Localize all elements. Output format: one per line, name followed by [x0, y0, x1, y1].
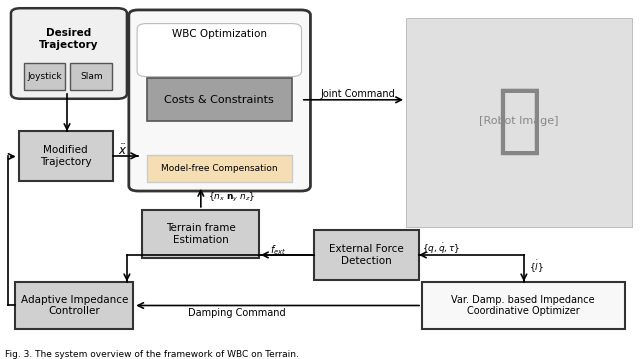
Text: Damping Command: Damping Command — [188, 308, 286, 318]
FancyBboxPatch shape — [15, 281, 133, 330]
FancyBboxPatch shape — [19, 131, 113, 181]
FancyBboxPatch shape — [406, 18, 632, 227]
Text: $\{q,\dot{q},\tau\}$: $\{q,\dot{q},\tau\}$ — [422, 242, 460, 256]
FancyBboxPatch shape — [24, 63, 65, 90]
FancyBboxPatch shape — [129, 10, 310, 191]
Text: Joystick: Joystick — [28, 72, 62, 81]
Text: WBC Optimization: WBC Optimization — [172, 29, 267, 39]
Text: $\{\dot{l}\}$: $\{\dot{l}\}$ — [529, 258, 544, 274]
Text: Adaptive Impedance
Controller: Adaptive Impedance Controller — [20, 295, 128, 316]
Text: 🤖: 🤖 — [496, 84, 541, 158]
FancyBboxPatch shape — [422, 281, 625, 330]
FancyBboxPatch shape — [137, 24, 301, 76]
FancyBboxPatch shape — [314, 230, 419, 280]
Text: Modified
Trajectory: Modified Trajectory — [40, 145, 92, 167]
FancyBboxPatch shape — [70, 63, 112, 90]
Text: Var. Damp. based Impedance
Coordinative Optimizer: Var. Damp. based Impedance Coordinative … — [451, 295, 595, 316]
FancyBboxPatch shape — [147, 78, 292, 121]
FancyBboxPatch shape — [11, 8, 127, 99]
Text: $f_{ext}$: $f_{ext}$ — [270, 243, 287, 257]
Text: [Robot Image]: [Robot Image] — [479, 116, 559, 126]
Text: Desired
Trajectory: Desired Trajectory — [39, 28, 99, 50]
Text: Slam: Slam — [80, 72, 102, 81]
Text: $\ddot{x}$: $\ddot{x}$ — [118, 144, 127, 158]
Text: Terrain frame
Estimation: Terrain frame Estimation — [166, 223, 236, 244]
Text: External Force
Detection: External Force Detection — [329, 244, 404, 266]
Text: $\{n_x\ \mathbf{n}_y\ n_z\}$: $\{n_x\ \mathbf{n}_y\ n_z\}$ — [209, 191, 256, 204]
FancyBboxPatch shape — [141, 210, 259, 258]
FancyBboxPatch shape — [147, 155, 292, 182]
Text: Model-free Compensation: Model-free Compensation — [161, 164, 278, 173]
Text: Fig. 3. The system overview of the framework of WBC on Terrain.: Fig. 3. The system overview of the frame… — [4, 350, 298, 359]
Text: Joint Command: Joint Command — [320, 89, 395, 99]
Text: Costs & Constraints: Costs & Constraints — [164, 95, 274, 104]
